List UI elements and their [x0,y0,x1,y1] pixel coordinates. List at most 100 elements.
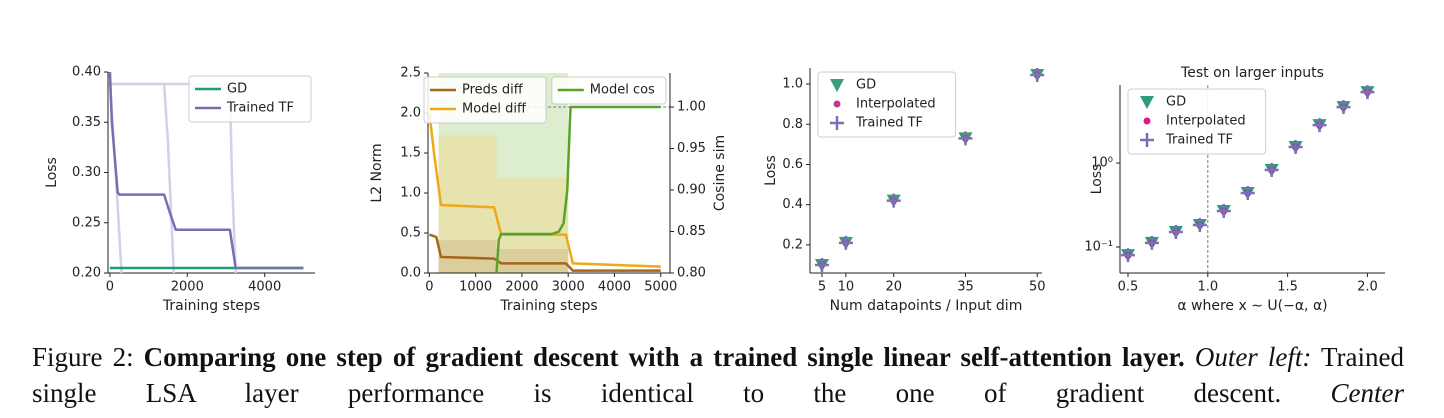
caption-italic: Center [1330,378,1405,408]
legend-swatch [1140,133,1154,147]
legend-swatch [830,116,844,130]
caption-italic: Outer left: [1194,342,1312,372]
point [1144,235,1159,250]
x-tick-label: 5 [818,280,826,295]
y-axis-label: Loss [44,157,60,188]
y-tick-label: 1.0 [782,77,803,92]
legend-box [1127,88,1267,155]
legend-label: GD [227,82,247,97]
legend-label: Trained TF [226,101,294,116]
point [1312,118,1327,133]
legend-swatch [1143,117,1151,125]
caption-label: Figure 2: [32,342,134,372]
x-tick-label: 4000 [598,280,631,295]
legend-label: Model cos [590,83,655,98]
legend-label: Trained TF [855,116,923,131]
y-tick-label: 2.0 [400,106,421,121]
y-tick-label: 0.8 [782,117,803,132]
x-tick-label: 50 [1029,280,1046,295]
point [1360,85,1375,100]
x-tick-label: 2000 [505,280,538,295]
y2-tick-label: 1.00 [677,100,706,115]
series-line [428,112,661,268]
point [1288,140,1303,155]
band [438,135,569,273]
y-tick-label: 0.0 [400,266,421,281]
point [1120,248,1135,263]
legend-box [423,76,547,124]
caption-bold: Comparing one step of gradient descent w… [143,342,1185,372]
point [814,257,829,272]
y2-axis-label: Cosine sim [712,135,728,211]
x-tick-label: 0 [106,280,114,295]
caption-text: Trained single LSA layer performance is … [32,342,1404,408]
x-tick-label: 0.5 [1118,280,1139,295]
caption: Figure 2: Comparing one step of gradient… [32,339,1404,411]
band [438,240,569,273]
legend-box [551,76,667,105]
x-tick-label: 1.5 [1277,280,1298,295]
x-tick-label: 2000 [171,280,204,295]
legend-label: Interpolated [1166,114,1246,129]
y-tick-label: 10⁻¹ [1084,239,1113,254]
chart-title: Test on larger inputs [1180,65,1324,81]
x-axis-label: Training steps [162,298,260,314]
x-tick-label: 0 [425,280,433,295]
y-tick-label: 0.20 [72,266,101,281]
y2-tick-label: 0.95 [677,141,706,156]
point [1030,68,1045,83]
point [838,235,853,250]
point [1240,185,1255,200]
y2-tick-label: 0.85 [677,224,706,239]
x-tick-label: 1000 [459,280,492,295]
y-axis-label: Loss [1089,164,1105,195]
x-tick-label: 10 [838,280,855,295]
series-line [495,105,661,274]
y-tick-label: 2.5 [400,66,421,81]
y-axis-label: Loss [763,155,779,186]
y-tick-label: 0.40 [72,65,101,80]
series-line [108,71,304,270]
legend-label: Model diff [462,102,527,117]
point [1216,204,1231,219]
series-line [109,82,237,274]
x-axis-label: Num datapoints / Input dim [830,298,1023,314]
x-axis-label: α where x ∼ U(−α, α) [1177,298,1327,314]
y-tick-label: 0.6 [782,157,803,172]
point [1192,217,1207,232]
y-tick-label: 0.5 [400,226,421,241]
y-axis-label: L2 Norm [369,143,385,202]
legend-label: GD [1166,95,1186,110]
x-axis-label: Training steps [499,298,597,314]
legend-label: Preds diff [462,83,524,98]
x-tick-label: 1.0 [1197,280,1218,295]
point [1336,100,1351,115]
y-tick-label: 0.2 [782,237,803,252]
legend-label: GD [856,78,876,93]
y2-tick-label: 0.90 [677,183,706,198]
y-tick-label: 10⁰ [1091,156,1113,171]
x-tick-label: 3000 [552,280,585,295]
x-tick-label: 2.0 [1357,280,1378,295]
legend-label: Interpolated [856,97,936,112]
point [1264,163,1279,178]
x-tick-label: 5000 [644,280,677,295]
x-tick-label: 20 [885,280,902,295]
legend-box [188,75,312,123]
point [886,193,901,208]
legend-box [817,71,957,138]
y-tick-label: 0.25 [72,215,101,230]
x-tick-label: 35 [957,280,974,295]
legend-swatch [1140,96,1154,109]
x-tick-label: 4000 [248,280,281,295]
y-tick-label: 0.35 [72,115,101,130]
y-tick-label: 1.0 [400,186,421,201]
y-tick-label: 0.4 [782,197,803,212]
legend-label: Trained TF [1165,133,1233,148]
y-tick-label: 0.30 [72,165,101,180]
y-tick-label: 1.5 [400,146,421,161]
legend-swatch [833,100,841,108]
y2-tick-label: 0.80 [677,266,706,281]
